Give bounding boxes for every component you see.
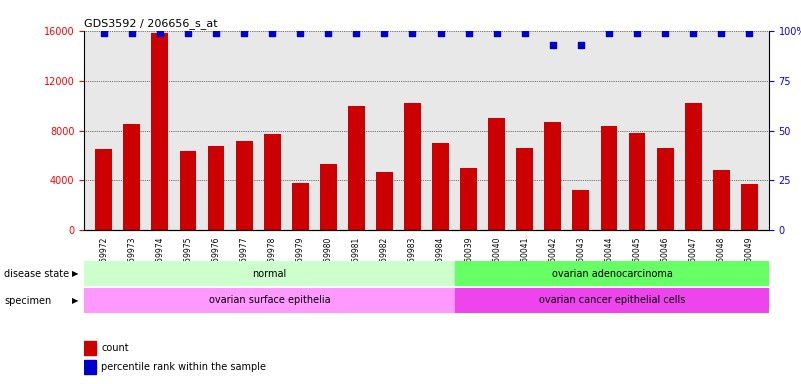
Text: ▶: ▶ [72, 296, 78, 305]
Point [406, 30, 419, 36]
Text: ovarian surface epithelia: ovarian surface epithelia [209, 295, 330, 306]
Bar [84, 360, 96, 374]
Point [322, 30, 335, 36]
Bar [455, 288, 769, 313]
Text: ovarian adenocarcinoma: ovarian adenocarcinoma [552, 268, 673, 279]
Point [658, 30, 671, 36]
Bar [264, 134, 280, 230]
Bar [123, 124, 140, 230]
Bar [151, 33, 168, 230]
Point [490, 30, 503, 36]
Bar [545, 122, 562, 230]
Bar [517, 148, 533, 230]
Bar [433, 143, 449, 230]
Text: ▶: ▶ [72, 269, 78, 278]
Point [434, 30, 447, 36]
Text: specimen: specimen [4, 296, 51, 306]
Bar [573, 190, 590, 230]
Bar [84, 261, 455, 286]
Point [154, 30, 167, 36]
Text: disease state: disease state [4, 269, 69, 279]
Point [126, 30, 139, 36]
Bar [84, 288, 455, 313]
Text: percentile rank within the sample: percentile rank within the sample [101, 362, 266, 372]
Text: count: count [101, 343, 129, 353]
Text: ovarian cancer epithelial cells: ovarian cancer epithelial cells [539, 295, 685, 306]
Bar [84, 341, 96, 355]
Point [98, 30, 111, 36]
Bar [461, 168, 477, 230]
Point [743, 30, 755, 36]
Bar [489, 118, 505, 230]
Point [518, 30, 531, 36]
Point [686, 30, 699, 36]
Point [294, 30, 307, 36]
Text: normal: normal [252, 268, 287, 279]
Bar [179, 151, 196, 230]
Bar [657, 148, 674, 230]
Point [266, 30, 279, 36]
Text: GDS3592 / 206656_s_at: GDS3592 / 206656_s_at [84, 18, 218, 30]
Bar [376, 172, 392, 230]
Point [602, 30, 615, 36]
Bar [320, 164, 336, 230]
Bar [601, 126, 618, 230]
Bar [455, 261, 769, 286]
Bar [685, 103, 702, 230]
Point [378, 30, 391, 36]
Bar [348, 106, 364, 230]
Bar [404, 103, 421, 230]
Point [350, 30, 363, 36]
Bar [207, 146, 224, 230]
Bar [741, 184, 758, 230]
Bar [235, 141, 252, 230]
Bar [629, 133, 646, 230]
Point [210, 30, 223, 36]
Point [714, 30, 727, 36]
Bar [713, 170, 730, 230]
Bar [292, 183, 308, 230]
Point [630, 30, 643, 36]
Point [546, 41, 559, 48]
Point [462, 30, 475, 36]
Point [238, 30, 251, 36]
Bar [95, 149, 112, 230]
Point [574, 41, 587, 48]
Point [182, 30, 195, 36]
